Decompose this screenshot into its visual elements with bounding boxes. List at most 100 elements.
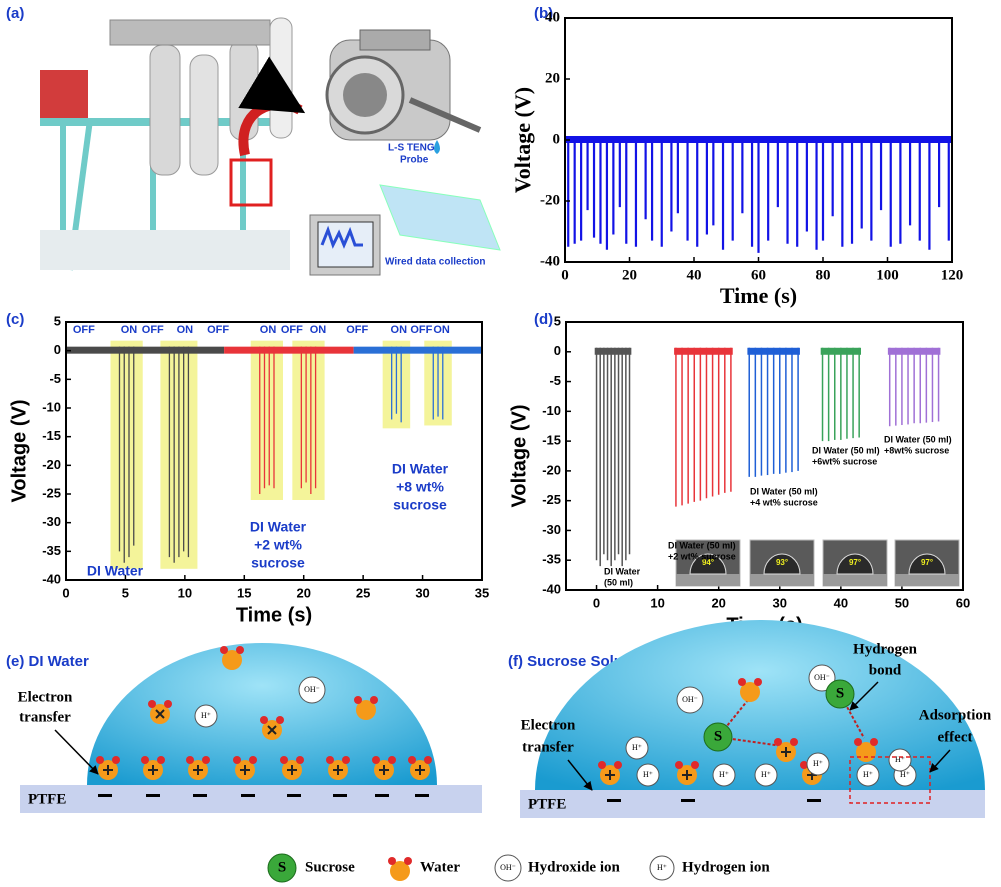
- y-tick-label: 5: [554, 313, 561, 328]
- y-tick-label: 20: [545, 70, 560, 86]
- hydrogen: [326, 756, 334, 764]
- annotation: Electron: [521, 717, 576, 733]
- hydrogen: [614, 761, 622, 769]
- droplet-stage: [750, 574, 814, 586]
- ion-label: H⁺: [657, 863, 667, 872]
- hydrogen: [774, 738, 782, 746]
- x-tick-label: 10: [650, 595, 664, 610]
- annotation: Hydrogen: [853, 641, 918, 657]
- x-axis-label: Time (s): [236, 604, 312, 626]
- x-tick-label: 15: [237, 585, 251, 600]
- y-tick-label: -15: [542, 433, 561, 448]
- annotation: +8wt% sucrose: [884, 445, 949, 455]
- contact-angle: 97°: [849, 558, 861, 567]
- probe-label: Probe: [400, 155, 429, 166]
- x-tick-label: 40: [687, 267, 702, 283]
- annotation: +4 wt% sucrose: [750, 497, 818, 507]
- hydrogen: [388, 857, 396, 865]
- y-tick-label: -5: [49, 371, 61, 386]
- annotation: sucrose: [393, 497, 447, 513]
- annotation: effect: [938, 729, 973, 745]
- ion-label: H⁺: [863, 770, 873, 779]
- hydrogen: [260, 716, 268, 724]
- hydrogen: [388, 756, 396, 764]
- y-tick-label: 0: [554, 343, 561, 358]
- hydrogen: [354, 696, 362, 704]
- hydrogen: [372, 756, 380, 764]
- annotation: +6wt% sucrose: [812, 456, 877, 466]
- hydrogen: [424, 756, 432, 764]
- y-axis-label: Voltage (V): [508, 405, 530, 508]
- panel-label: (d): [534, 311, 553, 328]
- sucrose-label: S: [714, 728, 722, 744]
- hydrogen: [112, 756, 120, 764]
- annotation: DI Water: [87, 563, 144, 579]
- y-tick-label: -30: [542, 522, 561, 537]
- ion-label: H⁺: [761, 770, 771, 779]
- state-label: ON: [310, 324, 327, 336]
- y-tick-label: -20: [542, 462, 561, 477]
- negative-charge: [193, 794, 207, 797]
- annotation: DI Water (50 ml): [884, 434, 952, 444]
- annotation: Adsorption: [919, 707, 992, 723]
- negative-charge: [287, 794, 301, 797]
- annotation: transfer: [19, 709, 71, 725]
- droplet-stage: [676, 574, 740, 586]
- collection-label: Wired data collection: [385, 257, 485, 268]
- ion-label: OH⁻: [500, 863, 516, 872]
- hydrogen: [675, 761, 683, 769]
- contact-angle: 93°: [776, 558, 788, 567]
- annotation: bond: [869, 662, 902, 678]
- hydrogen: [738, 678, 746, 686]
- x-tick-label: 120: [941, 267, 964, 283]
- ion-label: OH⁻: [814, 673, 830, 682]
- hydrogen: [408, 756, 416, 764]
- y-tick-label: -40: [42, 571, 61, 586]
- legend-label: Water: [420, 859, 460, 875]
- hydrogen: [870, 738, 878, 746]
- hydrogen: [296, 756, 304, 764]
- hydrogen: [164, 700, 172, 708]
- ion-label: OH⁻: [304, 685, 320, 694]
- baseline: [66, 347, 224, 354]
- x-tick-label: 35: [475, 585, 489, 600]
- hydrogen: [370, 696, 378, 704]
- ion-label: H⁺: [201, 711, 211, 720]
- y-tick-label: -10: [542, 403, 561, 418]
- hydrogen: [754, 678, 762, 686]
- annotation: DI Water (50 ml): [668, 540, 736, 550]
- negative-charge: [375, 794, 389, 797]
- y-tick-label: -40: [542, 581, 561, 596]
- highlight-box: [251, 341, 283, 500]
- state-label: OFF: [281, 324, 303, 336]
- y-tick-label: -35: [542, 552, 561, 567]
- state-label: OFF: [142, 324, 164, 336]
- annotation: DI Water: [392, 461, 449, 477]
- y-tick-label: -40: [540, 253, 560, 269]
- figure: L-S TENG Probe Wired data collection (a)…: [0, 0, 1001, 887]
- y-tick-label: -20: [42, 457, 61, 472]
- ptfe-layer: [520, 790, 985, 818]
- negative-charge: [146, 794, 160, 797]
- y-tick-label: 40: [545, 9, 560, 25]
- y-tick-label: -10: [42, 399, 61, 414]
- negative-charge: [607, 799, 621, 802]
- y-tick-label: -15: [42, 428, 61, 443]
- y-axis-label: Voltage (V): [8, 400, 30, 503]
- x-tick-label: 80: [816, 267, 831, 283]
- y-tick-label: -35: [42, 543, 61, 558]
- ion-label: H⁺: [719, 770, 729, 779]
- hydrogen: [96, 756, 104, 764]
- contact-angle: 97°: [921, 558, 933, 567]
- ion-label: H⁺: [813, 759, 823, 768]
- y-tick-label: 0: [54, 342, 61, 357]
- annotation: +2 wt% sucrose: [668, 551, 736, 561]
- x-tick-label: 0: [561, 267, 569, 283]
- annotation: transfer: [522, 739, 574, 755]
- y-axis-label: Voltage (V): [510, 87, 535, 193]
- hydrogen: [790, 738, 798, 746]
- sucrose-label: S: [278, 859, 286, 875]
- ion-label: H⁺: [632, 743, 642, 752]
- hydrogen: [342, 756, 350, 764]
